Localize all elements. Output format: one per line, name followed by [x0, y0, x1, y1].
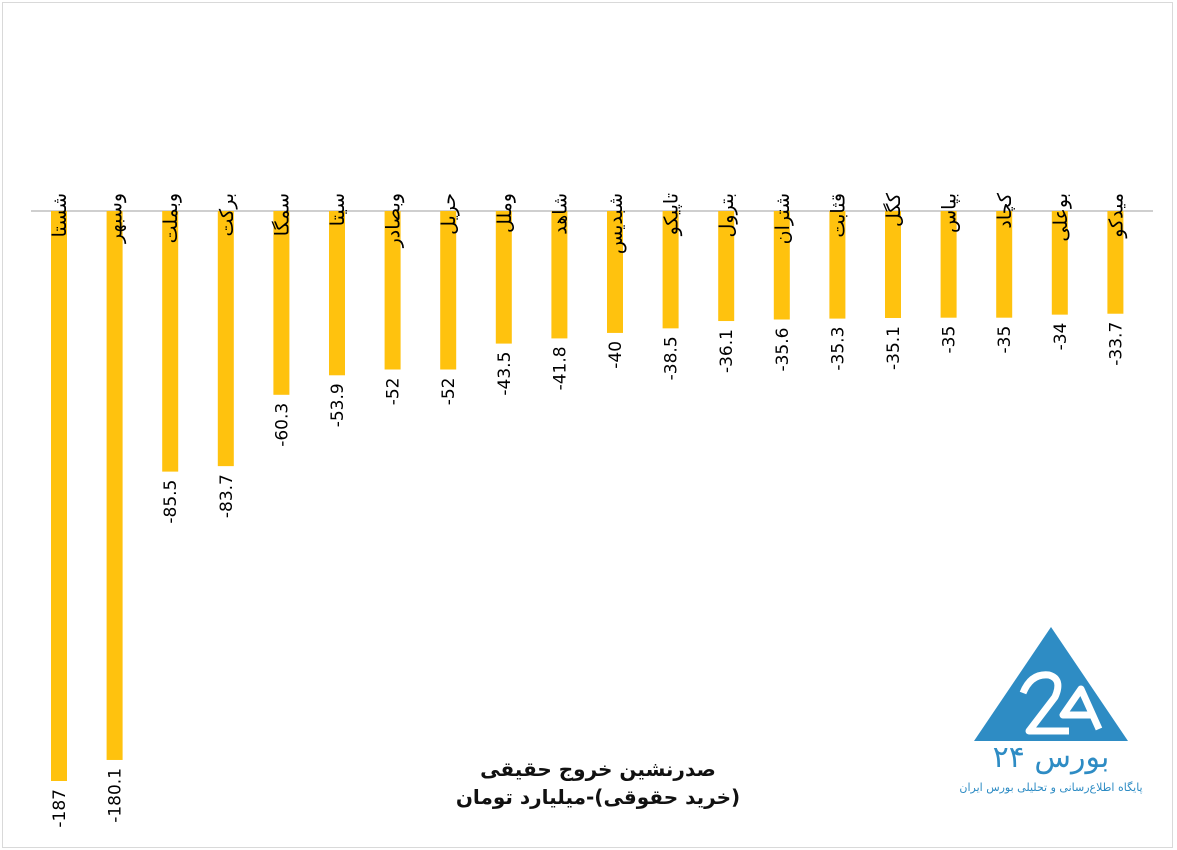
- bar: [662, 211, 679, 329]
- category-label: سمگا: [270, 193, 293, 236]
- value-labels-group: -187 -180.1 -85.5 -83.7 -60.3 -53.9 -52 -52 -43.…: [50, 322, 1126, 828]
- category-label: سیتا: [327, 193, 349, 226]
- value-label: -83.7: [217, 474, 237, 518]
- category-label: بوعلی: [1050, 193, 1072, 242]
- value-label: -43.5: [495, 352, 515, 396]
- bar: [885, 211, 901, 318]
- bar: [51, 211, 67, 781]
- bar: [106, 211, 123, 760]
- value-label: -85.5: [161, 480, 181, 524]
- bar: [718, 211, 735, 322]
- bar: [996, 211, 1013, 318]
- bar: [607, 211, 623, 333]
- category-label: وسبهر: [105, 193, 127, 244]
- value-label: -35.3: [828, 327, 848, 371]
- category-label: میدکو: [1105, 193, 1127, 239]
- value-label: -33.7: [1106, 322, 1126, 366]
- bar: [384, 211, 401, 370]
- bars-group: [51, 211, 1124, 781]
- category-label: شاهد: [549, 193, 571, 235]
- logo-emblem: [974, 627, 1128, 741]
- chart-subtitle: (خرید حقوقی)-میلیارد تومان: [455, 785, 741, 809]
- bar: [273, 211, 290, 395]
- category-label: بپاس: [939, 193, 961, 233]
- category-label: حریل: [438, 193, 460, 235]
- category-label: تاپیکو: [661, 193, 683, 236]
- logo-name: بورس ۲۴: [992, 740, 1110, 775]
- category-label: قثابت: [827, 193, 849, 238]
- brand-logo: بورس ۲۴ پایگاه اطلاع‌رسانی و تحلیلی بورس…: [931, 623, 1171, 808]
- category-label: وبملت: [160, 193, 182, 243]
- value-label: -36.1: [717, 329, 737, 373]
- value-label: -60.3: [272, 403, 292, 447]
- chart-title: صدرنشین خروج حقیقی: [480, 757, 716, 781]
- category-label: وملل: [494, 193, 516, 233]
- bar: [440, 211, 457, 370]
- value-label: -35: [995, 326, 1015, 354]
- category-label: کگل: [882, 192, 905, 227]
- bar: [551, 211, 568, 339]
- value-label: -180.1: [106, 768, 126, 823]
- value-label: -41.8: [550, 346, 570, 390]
- category-label: بترول: [716, 193, 738, 238]
- value-label: -38.5: [662, 336, 682, 380]
- category-label: وبصادر: [383, 193, 405, 248]
- value-label: -187: [50, 789, 70, 828]
- bar: [940, 211, 957, 318]
- value-label: -52: [384, 378, 404, 406]
- bar: [162, 211, 179, 472]
- category-label: برکت: [216, 193, 238, 236]
- value-label: -40: [606, 341, 626, 369]
- bar: [829, 211, 846, 319]
- value-label: -35: [940, 326, 960, 354]
- bar: [1051, 211, 1068, 315]
- category-label: کچاد: [994, 192, 1016, 229]
- value-label: -34: [1051, 323, 1071, 351]
- category-label: شستا: [49, 193, 71, 237]
- bar: [217, 211, 234, 467]
- value-label: -52: [439, 378, 459, 406]
- bar: [1107, 211, 1124, 314]
- category-label: شبدیس: [605, 193, 627, 254]
- value-label: -53.9: [328, 383, 348, 427]
- chart-title-block: صدرنشین خروج حقیقی (خرید حقوقی)-میلیارد …: [388, 755, 808, 811]
- category-label: شتران: [772, 193, 794, 244]
- bar: [773, 211, 790, 320]
- bar: [495, 211, 512, 344]
- value-label: -35.6: [773, 328, 793, 372]
- category-labels-group: شستا وسبهر وبملت برکت سمگا سیتا وبصادر حریل وملل…: [49, 192, 1127, 254]
- bar-chart: شستا وسبهر وبملت برکت سمگا سیتا وبصادر حریل وملل…: [31, 192, 1153, 828]
- bar: [329, 211, 345, 376]
- logo-tagline: پایگاه اطلاع‌رسانی و تحلیلی بورس ایران: [959, 781, 1143, 794]
- value-label: -35.1: [884, 326, 904, 370]
